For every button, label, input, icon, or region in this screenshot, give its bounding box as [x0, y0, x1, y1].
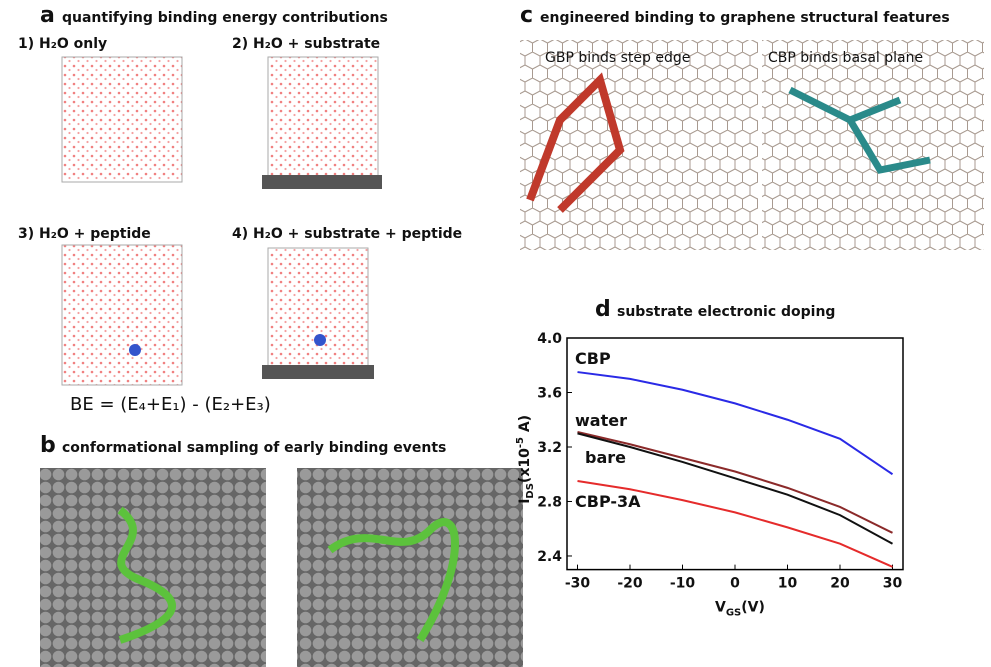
sim-image	[40, 468, 266, 667]
x-tick-label: 10	[778, 576, 798, 592]
chart-title: substrate electronic doping	[617, 304, 835, 320]
box	[62, 245, 182, 385]
panel-title: conformational sampling of early binding…	[62, 440, 446, 456]
formula: BE = (E₄+E₁) - (E₂+E₃)	[70, 394, 271, 415]
graphene-image	[520, 40, 758, 250]
box	[268, 248, 368, 368]
y-label-part: (x10	[517, 448, 533, 483]
y-label-part: -5	[515, 437, 526, 448]
item-label: 1) H₂O only	[18, 36, 107, 52]
panel-title: quantifying binding energy contributions	[62, 10, 388, 26]
item-label: 4) H₂O + substrate + peptide	[232, 226, 462, 242]
x-tick-label: 0	[730, 576, 740, 592]
box	[268, 57, 378, 177]
image-caption: GBP binds step edge	[545, 50, 690, 66]
figure: a quantifying binding energy contributio…	[0, 0, 991, 667]
box	[62, 57, 182, 182]
x-tick-label: 30	[883, 576, 903, 592]
peptide	[129, 344, 141, 356]
peptide	[314, 334, 326, 346]
y-tick-label: 4.0	[537, 331, 562, 347]
series-label: bare	[585, 448, 626, 467]
y-tick-label: 2.4	[537, 549, 562, 565]
y-tick-label: 2.8	[537, 494, 562, 510]
sim-image	[297, 468, 523, 667]
x-label-part: GS	[726, 608, 741, 619]
substrate	[262, 175, 382, 189]
series-label: water	[575, 411, 627, 430]
sim-boxes	[62, 57, 382, 385]
y-label-part: A)	[517, 415, 533, 437]
item-label: 3) H₂O + peptide	[18, 226, 151, 242]
panel-label: d	[595, 297, 611, 322]
y-label-part: DS	[525, 483, 536, 499]
x-label-part: (V)	[741, 600, 765, 616]
series-label: CBP-3A	[575, 492, 641, 511]
image-caption: CBP binds basal plane	[768, 50, 923, 66]
panel-label: a	[40, 3, 55, 28]
graphene-image	[762, 40, 984, 250]
panel-label: b	[40, 433, 56, 458]
x-tick-label: -30	[565, 576, 591, 592]
y-tick-label: 3.6	[537, 385, 562, 401]
substrate	[262, 365, 374, 379]
item-label: 2) H₂O + substrate	[232, 36, 380, 52]
panel-title: engineered binding to graphene structura…	[540, 10, 950, 26]
x-label-part: V	[715, 600, 726, 616]
x-tick-label: -10	[670, 576, 696, 592]
x-axis-label: VGS(V)	[715, 600, 765, 619]
series-label: CBP	[575, 349, 611, 368]
x-tick-label: -20	[617, 576, 643, 592]
y-tick-label: 3.2	[537, 440, 562, 456]
panel-label: c	[520, 3, 533, 28]
x-tick-label: 20	[830, 576, 850, 592]
